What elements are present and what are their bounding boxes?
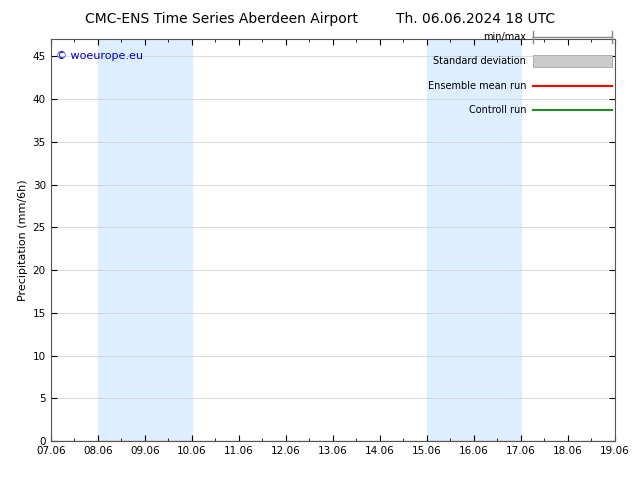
Bar (474, 39, 521, 441)
Text: © woeurope.eu: © woeurope.eu (56, 51, 143, 61)
Text: min/max: min/max (483, 32, 526, 42)
Text: Controll run: Controll run (469, 105, 526, 115)
Text: Th. 06.06.2024 18 UTC: Th. 06.06.2024 18 UTC (396, 12, 555, 26)
Bar (615, 39, 634, 441)
Text: CMC-ENS Time Series Aberdeen Airport: CMC-ENS Time Series Aberdeen Airport (86, 12, 358, 26)
Bar (145, 39, 191, 441)
Bar (427, 39, 474, 441)
Text: Standard deviation: Standard deviation (434, 56, 526, 66)
Y-axis label: Precipitation (mm/6h): Precipitation (mm/6h) (18, 179, 29, 301)
Bar (98, 39, 145, 441)
Text: Ensemble mean run: Ensemble mean run (428, 81, 526, 91)
